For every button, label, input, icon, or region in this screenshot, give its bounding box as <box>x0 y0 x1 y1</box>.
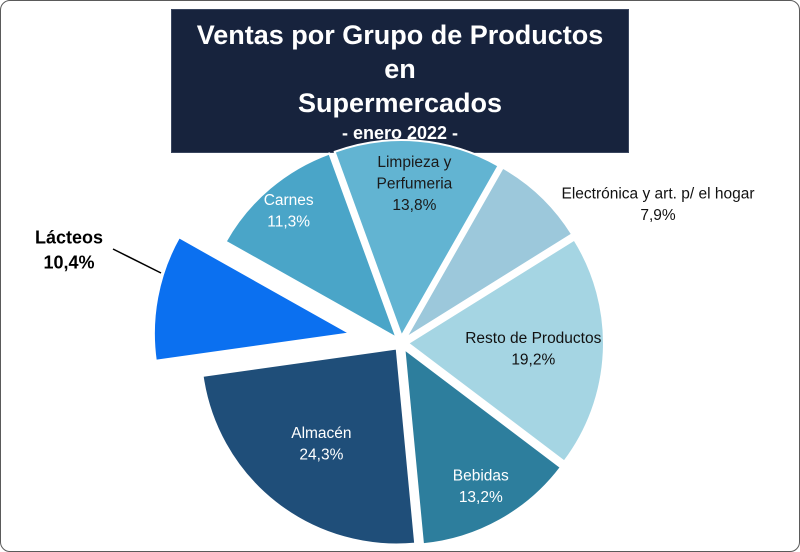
pie-slice-almacen[interactable] <box>201 347 417 546</box>
pie-slice-limpieza[interactable] <box>333 139 500 337</box>
chart-title-box: Ventas por Grupo de Productos en Superme… <box>171 9 629 153</box>
slice-label-bebidas: Bebidas 13,2% <box>453 467 509 506</box>
slice-label-resto: Resto de Productos 19,2% <box>465 330 601 369</box>
slice-label-limpieza: Limpieza y Perfumeria 13,8% <box>376 154 452 214</box>
slice-label-electronica: Electrónica y art. p/ el hogar 7,9% <box>562 185 755 224</box>
chart-subtitle: - enero 2022 - <box>341 123 459 143</box>
pie-slice-electronica[interactable] <box>404 166 574 339</box>
pie-slice-resto[interactable] <box>407 238 605 463</box>
leader-line-lacteos <box>112 248 162 274</box>
slice-label-lacteos: Lácteos 10,4% <box>35 228 103 273</box>
pie-slice-lacteos[interactable] <box>152 236 351 362</box>
chart-title-line2: Supermercados <box>297 88 503 118</box>
chart-title-line1: Ventas por Grupo de Productos en <box>196 20 604 84</box>
pie-slice-carnes[interactable] <box>224 152 398 339</box>
pie-slice-bebidas[interactable] <box>403 348 562 546</box>
slice-label-almacen: Almacén 24,3% <box>291 425 351 464</box>
slice-label-carnes: Carnes 11,3% <box>264 192 314 231</box>
